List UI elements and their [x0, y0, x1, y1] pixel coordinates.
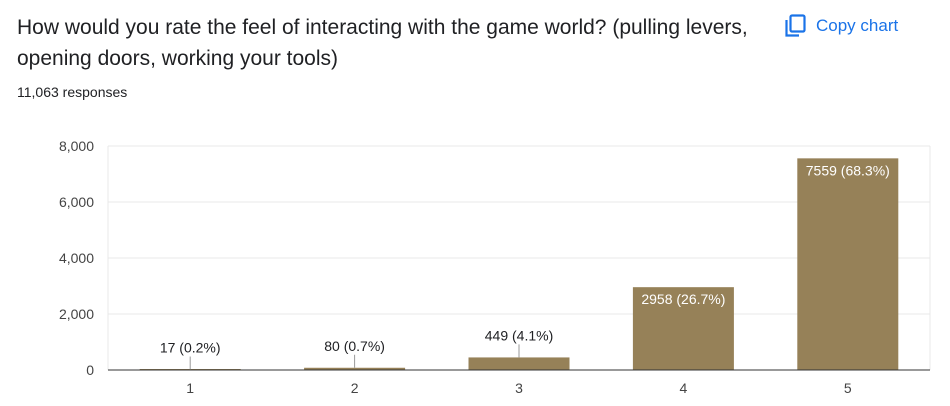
x-tick-label: 4 [680, 380, 688, 396]
y-tick-label: 0 [86, 362, 94, 378]
x-axis-ticks: 1 2 3 4 5 [186, 380, 852, 396]
x-tick-label: 1 [186, 380, 194, 396]
bar-label: 7559 (68.3%) [806, 162, 890, 178]
bar-label: 449 (4.1%) [485, 327, 553, 343]
bar-label: 80 (0.7%) [324, 338, 385, 354]
x-tick-label: 5 [844, 380, 852, 396]
y-axis-ticks: 0 2,000 4,000 6,000 8,000 [59, 138, 94, 378]
bar-label: 17 (0.2%) [160, 340, 221, 356]
copy-chart-label: Copy chart [816, 16, 899, 35]
bar-labels: 17 (0.2%) 80 (0.7%) 449 (4.1%) 2958 (26.7%)… [160, 162, 890, 370]
x-tick-label: 3 [515, 380, 523, 396]
response-count: 11,063 responses [17, 84, 128, 100]
copy-icon [784, 14, 806, 38]
bar[interactable] [468, 357, 570, 370]
x-tick-label: 2 [351, 380, 359, 396]
y-tick-label: 6,000 [59, 194, 94, 210]
y-tick-label: 8,000 [59, 138, 94, 154]
bars [139, 158, 899, 370]
bar[interactable] [632, 287, 734, 370]
y-tick-label: 2,000 [59, 306, 94, 322]
copy-chart-button[interactable]: Copy chart [778, 8, 904, 44]
bar[interactable] [797, 158, 899, 370]
bar-label: 2958 (26.7%) [641, 291, 725, 307]
y-tick-label: 4,000 [59, 250, 94, 266]
bar[interactable] [304, 367, 406, 370]
question-title: How would you rate the feel of interacti… [17, 16, 748, 70]
gridlines [107, 145, 931, 370]
